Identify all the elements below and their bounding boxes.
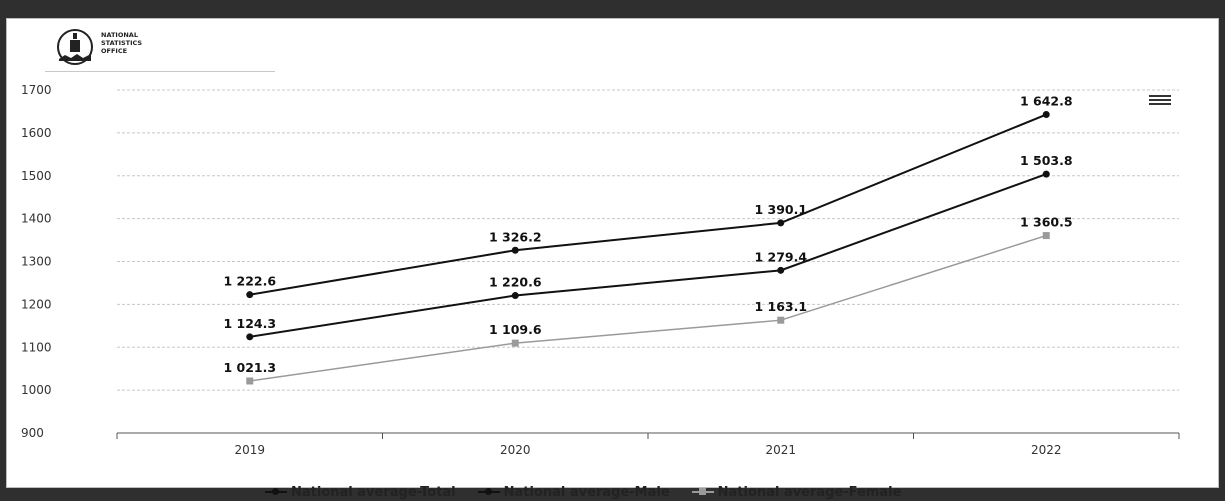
data-label: 1 326.2 bbox=[489, 229, 542, 244]
data-label: 1 360.5 bbox=[1020, 215, 1073, 230]
data-point bbox=[1043, 232, 1050, 239]
legend-swatch-icon bbox=[478, 486, 500, 498]
y-tick-label: 1100 bbox=[21, 340, 52, 354]
data-label: 1 163.1 bbox=[754, 299, 807, 314]
data-label: 1 109.6 bbox=[489, 322, 542, 337]
legend-item-male[interactable]: National average-Male bbox=[478, 485, 670, 500]
data-point bbox=[512, 247, 519, 254]
chart-legend: National average-Total National average-… bbox=[265, 483, 923, 501]
data-point bbox=[512, 340, 519, 347]
data-point bbox=[1043, 111, 1050, 118]
legend-item-female[interactable]: National average-Female bbox=[692, 485, 902, 500]
data-point bbox=[246, 333, 253, 340]
x-tick-label: 2022 bbox=[1031, 443, 1062, 457]
y-tick-label: 1700 bbox=[21, 83, 52, 97]
series-line bbox=[250, 236, 1047, 381]
y-tick-label: 1200 bbox=[21, 297, 52, 311]
data-label: 1 279.4 bbox=[754, 249, 807, 264]
y-tick-label: 1600 bbox=[21, 126, 52, 140]
data-label: 1 124.3 bbox=[223, 316, 276, 331]
series-line bbox=[250, 174, 1047, 337]
line-chart: 1700 1600 1500 1400 1300 1200 1100 1000 900 2019 2… bbox=[7, 19, 1218, 487]
data-point bbox=[512, 292, 519, 299]
data-point bbox=[777, 219, 784, 226]
y-tick-label: 900 bbox=[21, 426, 44, 440]
y-tick-label: 1500 bbox=[21, 169, 52, 183]
chart-container: NATIONAL STATISTICS OFFICE 1700 1600 1500 1… bbox=[6, 18, 1219, 488]
data-label: 1 390.1 bbox=[754, 202, 807, 217]
data-label: 1 220.6 bbox=[489, 275, 542, 290]
data-label: 1 021.3 bbox=[223, 360, 276, 375]
data-point bbox=[246, 291, 253, 298]
y-tick-label: 1000 bbox=[21, 383, 52, 397]
data-point bbox=[777, 267, 784, 274]
y-tick-label: 1400 bbox=[21, 212, 52, 226]
legend-swatch-icon bbox=[265, 486, 287, 498]
legend-label: National average-Female bbox=[718, 485, 902, 500]
series-line bbox=[250, 115, 1047, 295]
data-point bbox=[1043, 171, 1050, 178]
x-tick-label: 2020 bbox=[500, 443, 531, 457]
x-tick-label: 2021 bbox=[765, 443, 796, 457]
legend-label: National average-Total bbox=[291, 485, 456, 500]
legend-label: National average-Male bbox=[504, 485, 670, 500]
x-tick-label: 2019 bbox=[234, 443, 265, 457]
data-label: 1 642.8 bbox=[1020, 94, 1073, 109]
data-label: 1 222.6 bbox=[223, 274, 276, 289]
legend-item-total[interactable]: National average-Total bbox=[265, 485, 456, 500]
legend-swatch-icon bbox=[692, 486, 714, 498]
data-point bbox=[246, 377, 253, 384]
data-point bbox=[777, 317, 784, 324]
data-label: 1 503.8 bbox=[1020, 153, 1073, 168]
y-tick-label: 1300 bbox=[21, 255, 52, 269]
